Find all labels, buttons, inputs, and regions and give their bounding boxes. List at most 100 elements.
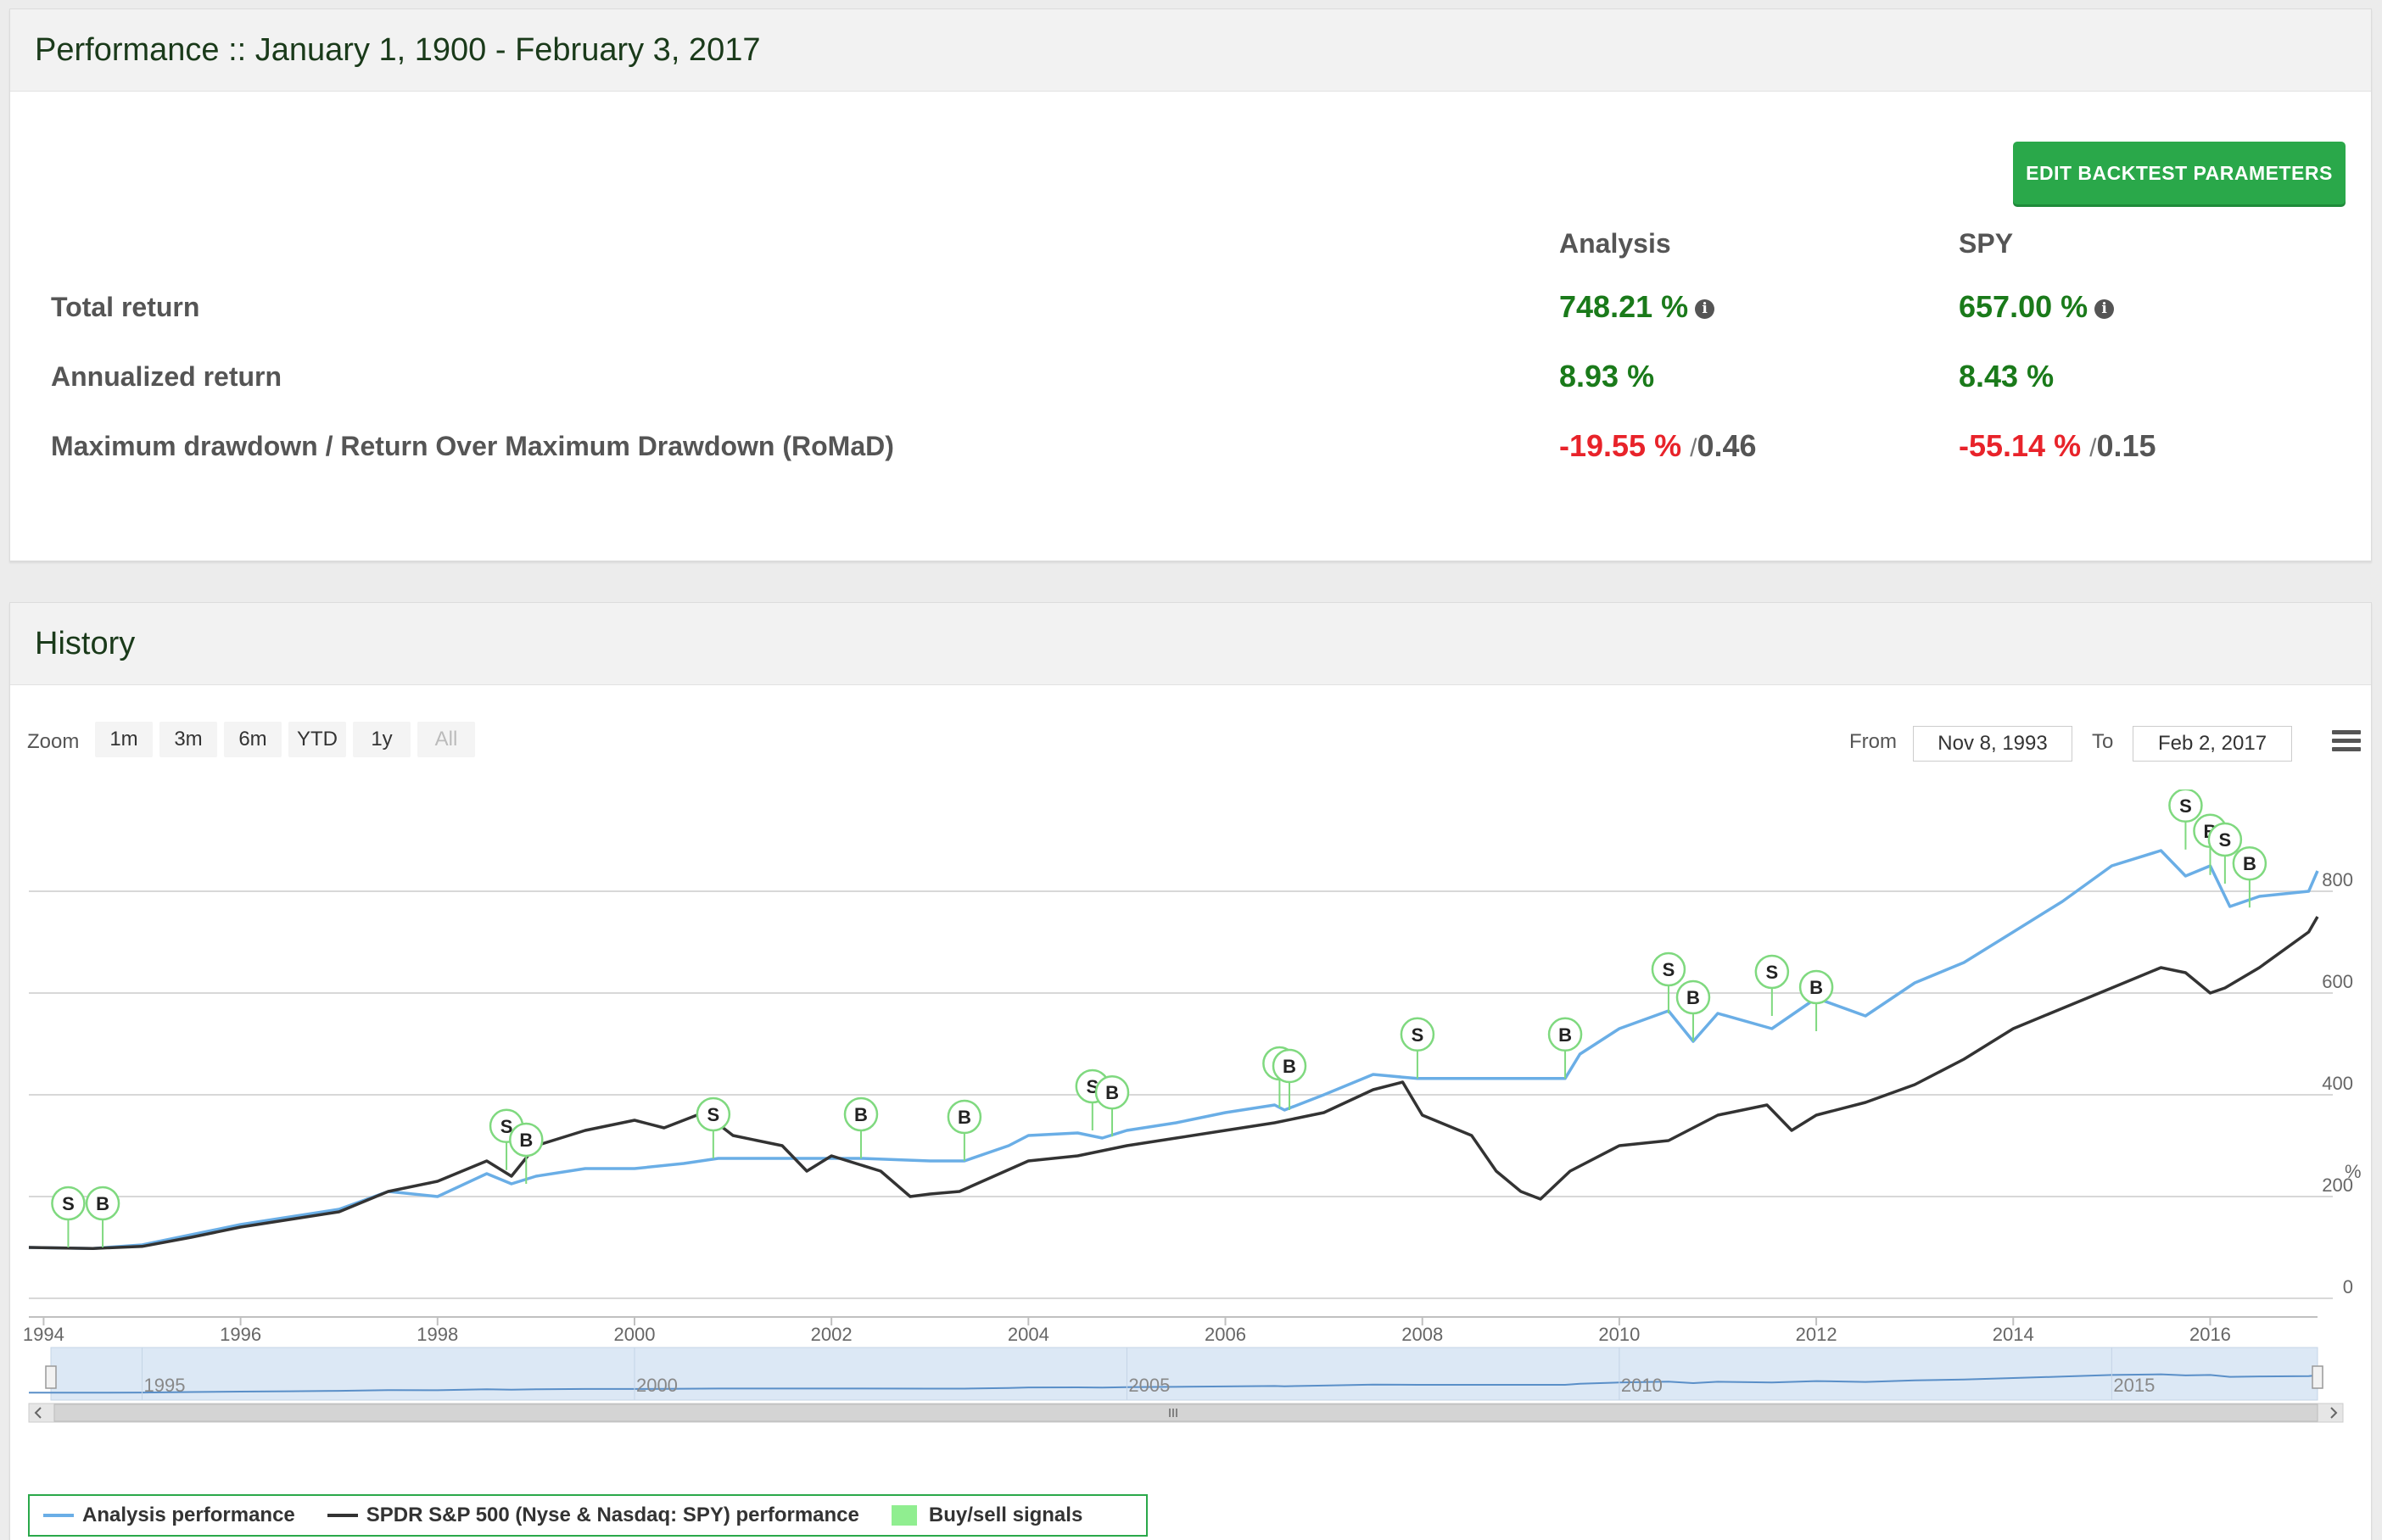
signal-bubble — [1798, 969, 1834, 1005]
y-tick-label: 200 — [2322, 1175, 2353, 1196]
signal-bubble — [1547, 1017, 1583, 1052]
sell-signal-marker: S — [1400, 1017, 1435, 1079]
spy-romad-value: 0.15 — [2096, 428, 2156, 463]
buy-signal-marker: B — [947, 1099, 982, 1161]
navigator-tick-label: 2000 — [636, 1375, 678, 1396]
signal-bubble — [1651, 951, 1686, 987]
buy-signal-marker: B — [2232, 845, 2267, 908]
spy-max-drawdown: -55.14 % /0.15 — [1959, 428, 2156, 464]
zoom-6m-button[interactable]: 6m — [224, 722, 282, 757]
zoom-all-button[interactable]: All — [417, 722, 475, 757]
navigator-handle-right — [2312, 1365, 2323, 1389]
info-circle-icon[interactable]: i — [2094, 299, 2115, 319]
analysis-romad-value: 0.46 — [1697, 428, 1757, 463]
legend: Analysis performance SPDR S&P 500 (Nyse … — [28, 1494, 1148, 1537]
signal-markers: SBSBSBBSBSBSBSBSBSBSB — [51, 790, 2267, 1247]
to-date-input[interactable] — [2133, 726, 2292, 762]
signal-label: B — [519, 1130, 533, 1151]
y-tick-label: 800 — [2322, 869, 2353, 890]
legend-item-signals[interactable]: Buy/sell signals — [891, 1504, 1083, 1527]
signal-bubble — [1400, 1017, 1435, 1052]
buy-signal-marker: B — [1798, 969, 1834, 1031]
spy-total-return: 657.00 % i — [1959, 289, 2115, 325]
navigator-tick-label: 1995 — [144, 1375, 186, 1396]
max-drawdown-label: Maximum drawdown / Return Over Maximum D… — [51, 431, 894, 461]
zoom-1y-button[interactable]: 1y — [353, 722, 411, 757]
total-return-label: Total return — [51, 292, 200, 322]
edit-backtest-parameters-button[interactable]: EDIT BACKTEST PARAMETERS — [2013, 142, 2346, 204]
column-header-spy: SPY — [1959, 228, 2014, 259]
x-tick-label: 2008 — [1401, 1324, 1443, 1345]
navigator[interactable]: 1995 2000 2005 2010 2015 — [28, 1347, 2344, 1423]
info-circle-icon[interactable]: i — [1695, 299, 1715, 319]
signal-bubble — [2168, 790, 2203, 823]
history-title: History — [35, 625, 136, 661]
legend-item-spy[interactable]: SPDR S&P 500 (Nyse & Nasdaq: SPY) perfor… — [327, 1504, 859, 1527]
grid-lines — [29, 890, 2333, 1299]
hamburger-menu-icon[interactable] — [2332, 730, 2361, 752]
buy-signal-marker: B — [843, 1096, 879, 1158]
y-tick-label: 0 — [2343, 1276, 2353, 1297]
signal-label: B — [1558, 1024, 1572, 1046]
signal-label: S — [1766, 962, 1779, 983]
legend-item-analysis[interactable]: Analysis performance — [43, 1504, 295, 1527]
y-axis-label: % — [2345, 1161, 2362, 1182]
zoom-1m-button[interactable]: 1m — [95, 722, 153, 757]
navigator-tick-label: 2010 — [1621, 1375, 1663, 1396]
navigator-line — [28, 1373, 2318, 1394]
history-header: History — [10, 603, 2371, 685]
sell-signal-marker: S — [2207, 822, 2243, 884]
navigator-tick-label: 2005 — [1128, 1375, 1170, 1396]
spy-total-return-value: 657.00 % — [1959, 289, 2088, 324]
x-tick-label: 2012 — [1796, 1324, 1837, 1345]
signal-label: S — [1663, 959, 1675, 980]
signal-bubble — [696, 1096, 731, 1132]
analysis-total-return: 748.21 % i — [1559, 289, 1715, 325]
navigator-handle-left — [45, 1365, 57, 1389]
x-tick-label: 2002 — [811, 1324, 853, 1345]
x-tick-label: 2004 — [1008, 1324, 1049, 1345]
signal-bubble — [1094, 1074, 1130, 1110]
scroll-right-arrow-icon — [2330, 1407, 2338, 1419]
signal-bubble — [51, 1186, 86, 1221]
performance-panel: Performance :: January 1, 1900 - Februar… — [9, 8, 2372, 561]
buy-signal-marker: B — [1547, 1017, 1583, 1079]
navigator-tick-label: 2015 — [2113, 1375, 2155, 1396]
signal-bubble — [947, 1099, 982, 1135]
spy-series-line — [28, 916, 2319, 1250]
sell-signal-marker: S — [2168, 790, 2203, 850]
zoom-3m-button[interactable]: 3m — [159, 722, 217, 757]
analysis-max-drawdown: -19.55 % /0.46 — [1559, 428, 1757, 464]
buy-signal-marker: B — [1094, 1074, 1130, 1137]
x-tick-label: 1998 — [417, 1324, 458, 1345]
signal-label: S — [1412, 1024, 1424, 1046]
signal-bubble — [1272, 1048, 1307, 1084]
legend-swatch-signals — [891, 1505, 917, 1526]
signal-label: B — [1809, 977, 1823, 998]
sell-signal-marker: S — [1651, 951, 1686, 1013]
x-axis: 1994 1996 1998 2000 2002 2004 2006 2008 2010 2012… — [23, 1316, 2318, 1345]
x-tick-label: 2010 — [1598, 1324, 1640, 1345]
scroll-left-arrow-icon — [34, 1407, 42, 1419]
signal-bubble — [2207, 822, 2243, 857]
analysis-drawdown-value: -19.55 % — [1559, 428, 1682, 463]
sell-signal-marker: S — [51, 1186, 86, 1247]
signal-label: S — [62, 1193, 75, 1214]
signal-bubble — [843, 1096, 879, 1132]
signal-label: S — [707, 1104, 720, 1125]
analysis-annualized-return: 8.93 % — [1559, 359, 1655, 393]
navigator-selection — [50, 1347, 2318, 1401]
annualized-return-label: Annualized return — [51, 361, 282, 392]
to-label: To — [2092, 730, 2114, 753]
from-label: From — [1849, 730, 1897, 753]
buy-signal-marker: B — [85, 1186, 120, 1247]
column-header-analysis: Analysis — [1559, 228, 1671, 259]
zoom-ytd-button[interactable]: YTD — [288, 722, 346, 757]
series-lines — [28, 849, 2319, 1250]
legend-label-signals: Buy/sell signals — [928, 1504, 1083, 1526]
x-tick-label: 2000 — [613, 1324, 655, 1345]
x-tick-label: 2016 — [2189, 1324, 2231, 1345]
navigator-scrollbar-thumb — [53, 1403, 2318, 1422]
from-date-input[interactable] — [1913, 726, 2072, 762]
